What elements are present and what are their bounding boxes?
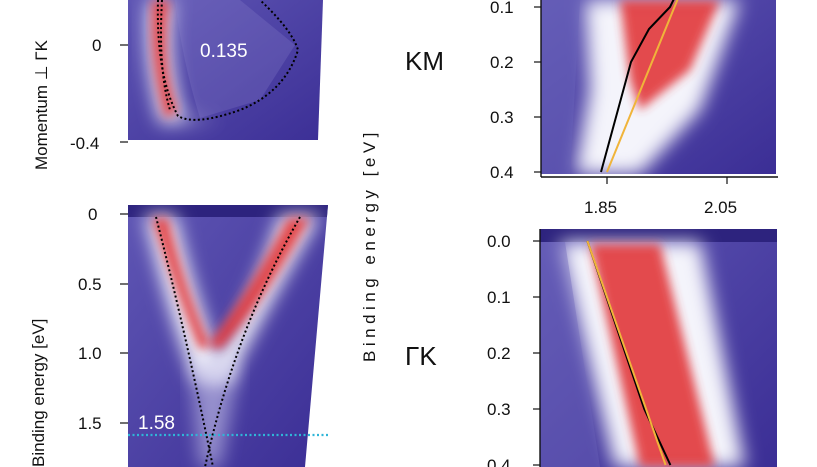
br-axes: 0.0 0.1 0.2 0.3 0.4 xyxy=(487,229,541,467)
tl-ylabel: Momentum ⊥ ΓK xyxy=(32,39,51,170)
tr-xtick-label: 2.05 xyxy=(704,198,737,217)
bl-ytick-label: 0.5 xyxy=(78,275,102,294)
shared-ylabel: Binding energy [eV] xyxy=(360,128,379,362)
panel-bottom-left xyxy=(128,205,328,467)
tr-series-black xyxy=(600,0,675,173)
tl-ytick-label: 0 xyxy=(92,36,101,55)
br-ytick-label: 0.3 xyxy=(487,400,511,419)
fermi-surface-contour xyxy=(156,0,300,121)
br-ytick-label: 0.0 xyxy=(487,232,511,251)
bl-y-axis: 0 0.5 1.0 1.5 xyxy=(78,205,128,433)
km-label: KM xyxy=(405,46,444,76)
panel-top-right xyxy=(541,0,776,174)
br-ytick-label: 0.2 xyxy=(487,344,511,363)
tr-series-orange xyxy=(606,0,679,173)
tr-axes: 0.1 0.2 0.3 0.4 1.85 2.05 xyxy=(490,0,778,217)
tl-center-dots xyxy=(160,0,171,111)
bl-ytick-label: 1.5 xyxy=(78,414,102,433)
br-ytick-label: 0.1 xyxy=(487,288,511,307)
bl-band-right xyxy=(204,216,301,467)
tr-ytick-label: 0.3 xyxy=(490,108,514,127)
bl-band-left xyxy=(155,216,214,467)
gk-label: ΓK xyxy=(405,341,437,371)
tr-ytick-label: 0.4 xyxy=(490,163,514,182)
bl-annotation: 1.58 xyxy=(138,413,175,434)
tl-ytick-label: -0.4 xyxy=(70,134,99,153)
panel-top-left xyxy=(128,0,323,140)
tl-annotation: 0.135 xyxy=(200,41,248,62)
bl-ylabel: Binding energy [eV] xyxy=(29,319,48,467)
panel-bottom-right xyxy=(540,229,777,467)
bl-ytick-label: 0 xyxy=(88,205,97,224)
tl-y-axis: 0 -0.4 xyxy=(70,36,128,153)
tr-ytick-label: 0.2 xyxy=(490,53,514,72)
bl-ytick-label: 1.0 xyxy=(78,344,102,363)
br-ytick-label: 0.4 xyxy=(487,456,511,467)
tr-xtick-label: 1.85 xyxy=(584,198,617,217)
br-series-orange xyxy=(586,240,667,466)
tr-ytick-label: 0.1 xyxy=(490,0,514,17)
